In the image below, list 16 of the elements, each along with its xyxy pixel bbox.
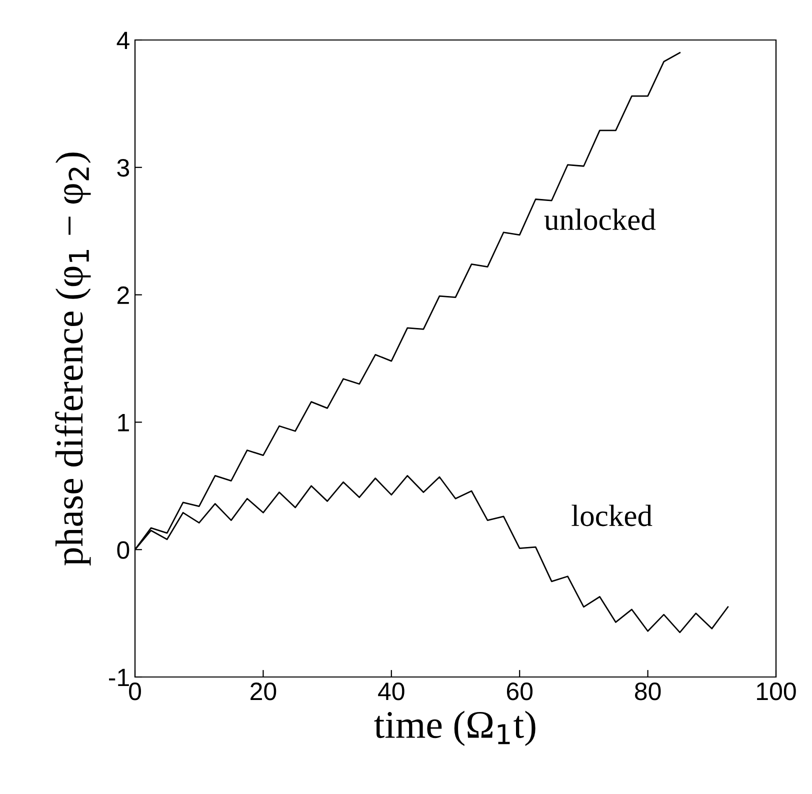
y-axis-title: phase difference (φ$_{1}$ − φ$_{2}$) xyxy=(55,152,91,566)
x-tick-label: 100 xyxy=(757,682,796,700)
y-tick-label: 4 xyxy=(116,32,130,50)
x-tick-label: 80 xyxy=(634,682,661,700)
x-tick-label: 0 xyxy=(129,682,141,700)
y-tick-label: 2 xyxy=(117,286,129,304)
series-label: unlocked xyxy=(544,208,656,230)
series-label: locked xyxy=(572,504,652,526)
x-tick-label: 60 xyxy=(506,682,533,700)
x-tick-label: 20 xyxy=(250,682,276,700)
x-tick-label: 40 xyxy=(378,682,404,700)
y-tick-label: 3 xyxy=(117,159,130,177)
y-tick-label: 1 xyxy=(118,414,129,432)
y-tick-label: 0 xyxy=(117,541,130,559)
y-tick-label: -1 xyxy=(109,668,129,686)
x-axis-title: time (Ω$_{1}$t) xyxy=(374,710,536,746)
